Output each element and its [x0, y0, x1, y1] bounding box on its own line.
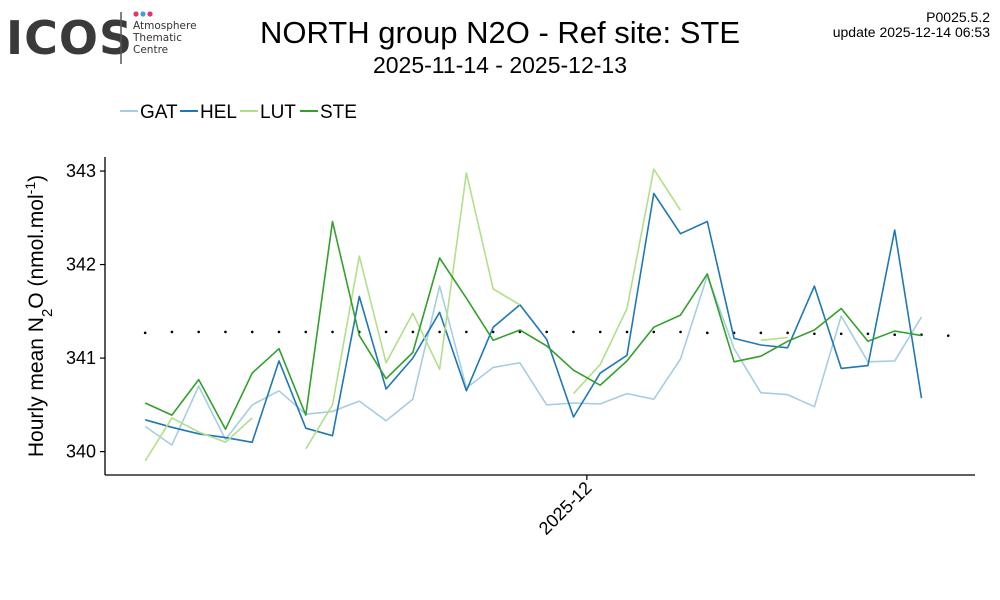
x-tick-label: 2025-12 — [535, 478, 596, 539]
y-ticks: 340 341 342 343 — [66, 161, 105, 462]
legend-label: LUT — [260, 102, 296, 123]
update-info: update 2025-12-14 06:53 — [833, 24, 990, 40]
ylabel-post: ) — [25, 175, 48, 182]
y-axis-title: Hourly mean N2O (nmol.mol-1) — [22, 175, 56, 457]
reference-point — [545, 330, 548, 334]
reference-point — [652, 330, 656, 334]
series-line-segment — [144, 417, 253, 462]
legend-item-ste: STE — [300, 102, 357, 123]
reference-line — [143, 330, 950, 337]
reference-point — [946, 334, 950, 337]
reference-point — [491, 330, 495, 334]
series-hel — [144, 192, 923, 444]
reference-point — [197, 330, 200, 334]
series-gat — [144, 274, 923, 446]
update-time: 2025-12-14 06:53 — [879, 24, 990, 40]
reference-point — [438, 330, 441, 334]
reference-point — [224, 330, 227, 334]
series-line-segment — [144, 192, 923, 444]
reference-point — [786, 331, 789, 335]
reference-point — [839, 332, 843, 336]
chart-title: NORTH group N2O - Ref site: STE — [260, 15, 740, 50]
x-ticks: 2025-12 — [535, 475, 596, 539]
logo-dot — [147, 11, 153, 17]
chart-subtitle: 2025-11-14 - 2025-12-13 — [373, 52, 627, 78]
reference-point — [866, 332, 870, 336]
series-line-segment — [144, 274, 923, 446]
legend-label: GAT — [140, 102, 178, 123]
update-label: update — [833, 24, 876, 40]
series-line-segment — [305, 172, 521, 450]
reference-point — [304, 330, 308, 334]
legend-item-lut: LUT — [240, 102, 296, 123]
reference-point — [893, 333, 896, 337]
y-tick-label: 340 — [66, 442, 96, 462]
legend-label: HEL — [200, 102, 237, 123]
reference-point — [277, 330, 281, 334]
reference-point — [572, 330, 575, 334]
icos-logo: ICOS Atmosphere Thematic Centre — [6, 11, 197, 65]
y-tick-label: 342 — [66, 255, 96, 275]
ylabel-sup: -1 — [22, 182, 38, 195]
reference-point — [384, 330, 388, 334]
series-ste — [144, 220, 922, 431]
series-line-segment — [144, 220, 922, 431]
reference-point — [759, 331, 763, 335]
logo-letters: ICOS — [6, 11, 133, 65]
reference-point — [598, 330, 602, 334]
logo-line-3: Centre — [133, 44, 168, 56]
logo-line-2: Thematic — [132, 32, 182, 44]
reference-point — [813, 332, 816, 336]
reference-point — [706, 331, 709, 335]
reference-point — [625, 330, 629, 334]
legend-item-hel: HEL — [180, 102, 237, 123]
y-tick-label: 343 — [66, 161, 96, 181]
ylabel-pre: Hourly mean N — [25, 317, 48, 457]
version-label: P0025.5.2 — [926, 9, 990, 25]
logo-dots — [133, 11, 153, 17]
legend-label: STE — [320, 102, 357, 123]
reference-point — [170, 330, 174, 334]
series-lut — [144, 168, 788, 462]
series-lines — [144, 168, 923, 462]
legend-item-gat: GAT — [120, 102, 178, 123]
series-line-segment — [760, 336, 788, 342]
legend: GAT HEL LUT STE — [120, 102, 357, 123]
logo-dot — [140, 11, 146, 17]
logo-line-1: Atmosphere — [133, 20, 197, 32]
reference-point — [331, 330, 334, 334]
reference-point — [143, 331, 147, 335]
logo-dot — [133, 11, 139, 17]
ylabel-mid: O (nmol.mol — [25, 194, 48, 308]
reference-point — [411, 330, 415, 334]
series-line-segment — [572, 168, 682, 395]
reference-point — [465, 330, 468, 334]
reference-point — [679, 330, 682, 334]
y-tick-label: 341 — [66, 348, 96, 368]
ylabel-sub: 2 — [39, 309, 56, 317]
reference-point — [250, 330, 254, 334]
